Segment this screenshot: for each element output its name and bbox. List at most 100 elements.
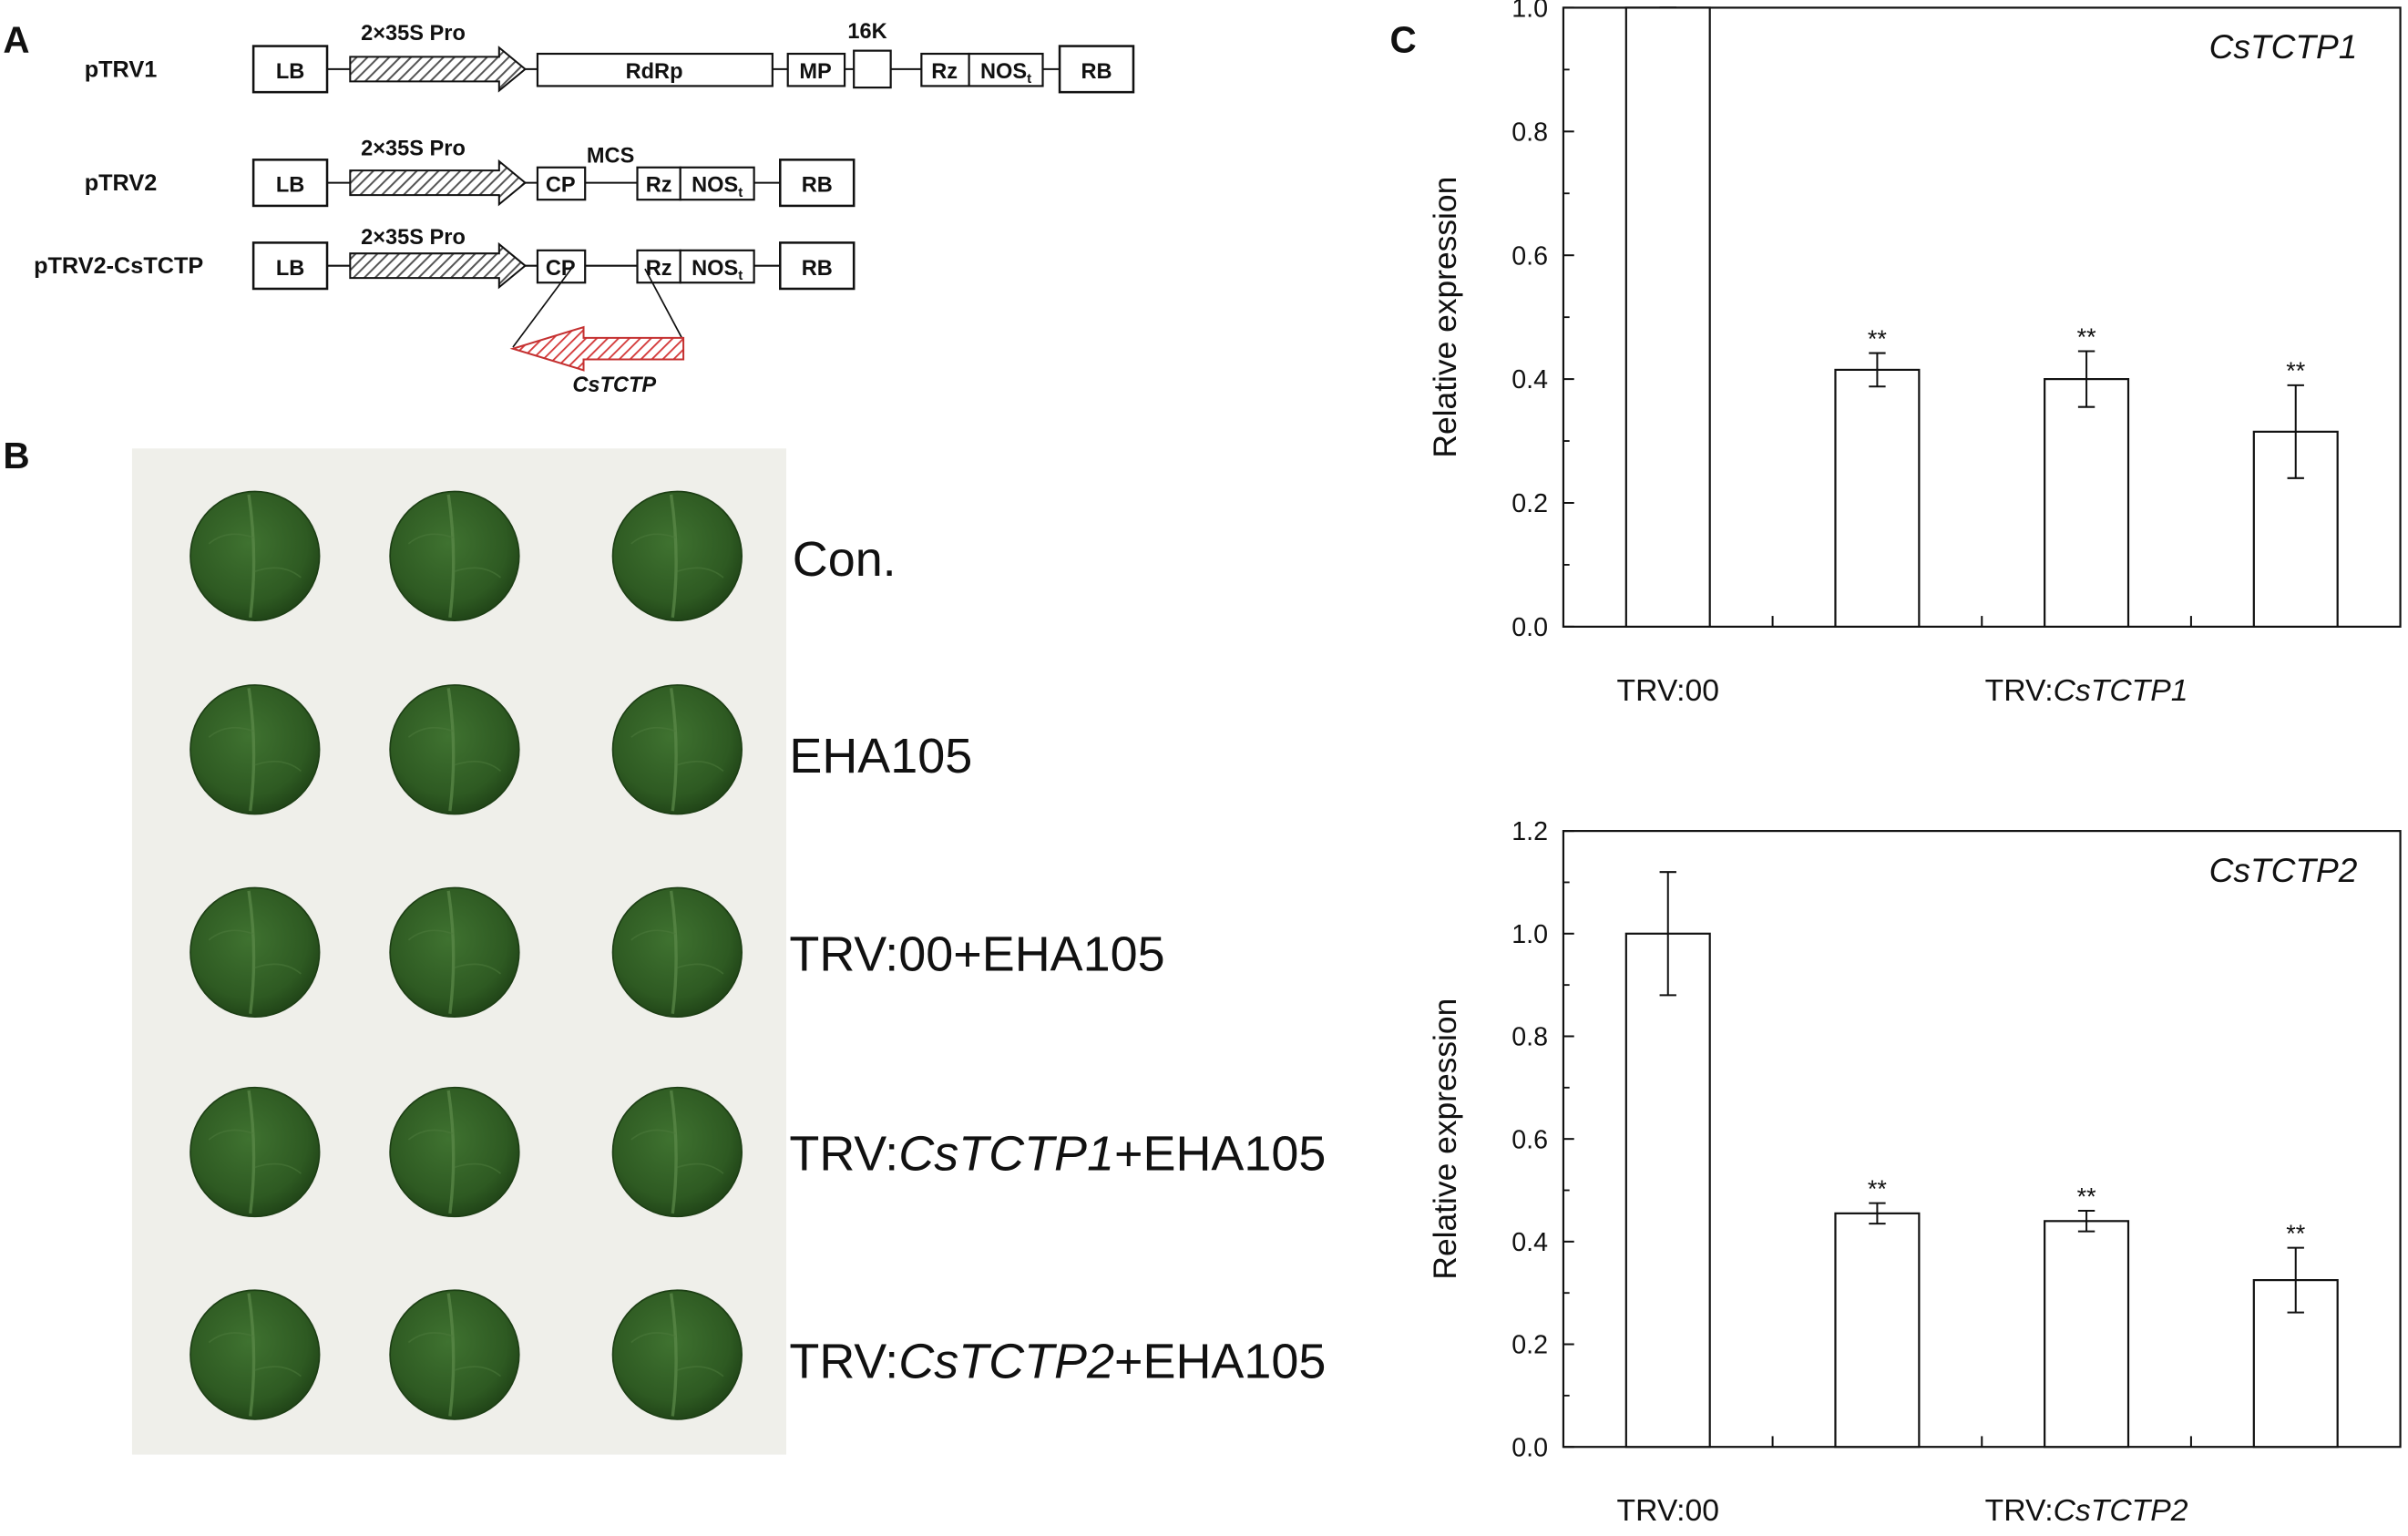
- y-tick-label: 1.0: [1511, 920, 1548, 949]
- y-tick-label: 0.4: [1511, 365, 1548, 394]
- panel-label-a: A: [3, 18, 29, 60]
- x-group-label: TRV:00: [1617, 1493, 1719, 1528]
- leaf-vein: [407, 1332, 502, 1377]
- rz-box: [636, 249, 681, 284]
- chart-cstctp2: 0.0 0.2 0.4 0.6 0.8 1.0 1.2 Relative expression…: [1427, 817, 2402, 1528]
- leaf-midrib: [446, 1090, 456, 1214]
- bar: [2044, 378, 2130, 628]
- leaf-vein: [630, 533, 724, 579]
- construct-ptrv2-cstctp: pTRV2-CsTCTP LB 2×35S Pro CP Rz NOSt RB …: [34, 226, 856, 397]
- y-axis-label: Relative expression: [1427, 177, 1463, 458]
- leaf-disc: [611, 684, 743, 815]
- y-tick-label: 0.8: [1511, 118, 1548, 147]
- leaf-disc: [611, 886, 743, 1018]
- leaf-disc: [190, 684, 321, 815]
- panel-label-b: B: [3, 435, 29, 476]
- nos-box: [679, 249, 755, 284]
- bar: [2044, 1220, 2130, 1449]
- leaf-midrib: [247, 494, 256, 618]
- y-tick-label: 0.6: [1511, 1125, 1548, 1154]
- y-tick-label: 0.8: [1511, 1023, 1548, 1052]
- nos-label: NOSt: [692, 257, 743, 283]
- promoter-arrow: [349, 46, 528, 93]
- lb-box: [251, 45, 329, 94]
- chart-cstctp1: 0.0 0.2 0.4 0.6 0.8 1.0 Relative expression CsT…: [1427, 0, 2402, 708]
- leaf-disc: [190, 886, 321, 1018]
- leaf-disc: [389, 1086, 520, 1218]
- nos-box: [968, 52, 1044, 87]
- rz-label: Rz: [646, 174, 672, 198]
- leaf-vein: [407, 929, 502, 975]
- leaf-vein: [630, 1129, 724, 1174]
- construct-name: pTRV2: [85, 170, 158, 196]
- leaf-midrib: [247, 890, 256, 1014]
- rb-box: [779, 159, 856, 208]
- leaf-midrib: [669, 1293, 678, 1417]
- rz-box: [636, 166, 681, 201]
- leaf-vein: [630, 1332, 724, 1377]
- nos-label: NOSt: [692, 174, 743, 200]
- leaf-midrib: [669, 890, 678, 1014]
- insert-guide-right: [644, 268, 683, 339]
- nos-label: NOSt: [980, 60, 1031, 87]
- significance-label: **: [1868, 1175, 1887, 1203]
- significance-label: **: [2286, 1220, 2305, 1247]
- significance-label: **: [2077, 323, 2096, 351]
- leaf-disc: [389, 1289, 520, 1420]
- cp-label: CP: [546, 174, 576, 198]
- 16k-label: 16K: [847, 20, 886, 44]
- x-group-label: TRV:CsTCTP1: [1985, 673, 2188, 708]
- leaf-disc: [190, 1086, 321, 1218]
- cp-box: [536, 166, 587, 201]
- chart-title: CsTCTP1: [2209, 27, 2358, 66]
- leaf-disc: [611, 1289, 743, 1420]
- leaf-midrib: [669, 494, 678, 618]
- y-tick-label: 0.2: [1511, 1331, 1548, 1360]
- mcs-label: MCS: [587, 145, 634, 169]
- construct-diagrams: pTRV1 LB 2×35S Pro RdRp MP 16K Rz NOSt R…: [34, 20, 1135, 397]
- cp-label: CP: [546, 257, 576, 281]
- rb-box: [779, 241, 856, 291]
- rb-label: RB: [802, 174, 833, 198]
- leaf-vein: [208, 533, 302, 579]
- y-axis-label: Relative expression: [1427, 998, 1463, 1280]
- lb-box: [251, 241, 329, 291]
- leaf-vein: [407, 1129, 502, 1174]
- leaf-disc: [389, 886, 520, 1018]
- leaf-vein: [208, 1129, 302, 1174]
- nos-box: [679, 166, 755, 201]
- leaf-midrib: [669, 1090, 678, 1214]
- construct-name: pTRV2-CsTCTP: [34, 253, 203, 279]
- leaf-midrib: [247, 688, 256, 812]
- row-label-eha105: EHA105: [789, 729, 972, 783]
- leaf-midrib: [446, 1293, 456, 1417]
- leaf-midrib: [247, 1090, 256, 1214]
- x-group-label: TRV:CsTCTP2: [1985, 1493, 2188, 1528]
- y-tick-label: 0.0: [1511, 1433, 1548, 1462]
- leaf-disc: [611, 490, 743, 621]
- leaf-row-labels: Con. EHA105 TRV:00+EHA105 TRV:CsTCTP1+EH…: [789, 532, 1326, 1388]
- leaf-disc: [389, 490, 520, 621]
- leaf-vein: [208, 1332, 302, 1377]
- y-tick-label: 0.0: [1511, 613, 1548, 642]
- promoter-arrow: [349, 159, 528, 207]
- bar: [1834, 1212, 1921, 1449]
- leaf-midrib: [446, 890, 456, 1014]
- promoter-label: 2×35S Pro: [361, 226, 466, 250]
- insert-label: CsTCTP: [572, 374, 656, 397]
- rz-label: Rz: [931, 60, 958, 84]
- construct-name: pTRV1: [85, 56, 158, 82]
- rb-label: RB: [1081, 60, 1112, 84]
- mp-label: MP: [799, 60, 831, 84]
- insert-arrow: [509, 325, 685, 372]
- leaf-vein: [630, 929, 724, 975]
- y-tick-label: 0.6: [1511, 241, 1548, 271]
- lb-label: LB: [276, 60, 304, 84]
- leaf-vein: [407, 726, 502, 773]
- leaf-disc: [190, 490, 321, 621]
- leaf-midrib: [446, 494, 456, 618]
- leaf-midrib: [669, 688, 678, 812]
- lb-box: [251, 159, 329, 208]
- promoter-label: 2×35S Pro: [361, 137, 466, 160]
- row-label-cstctp1: TRV:CsTCTP1+EHA105: [789, 1127, 1326, 1182]
